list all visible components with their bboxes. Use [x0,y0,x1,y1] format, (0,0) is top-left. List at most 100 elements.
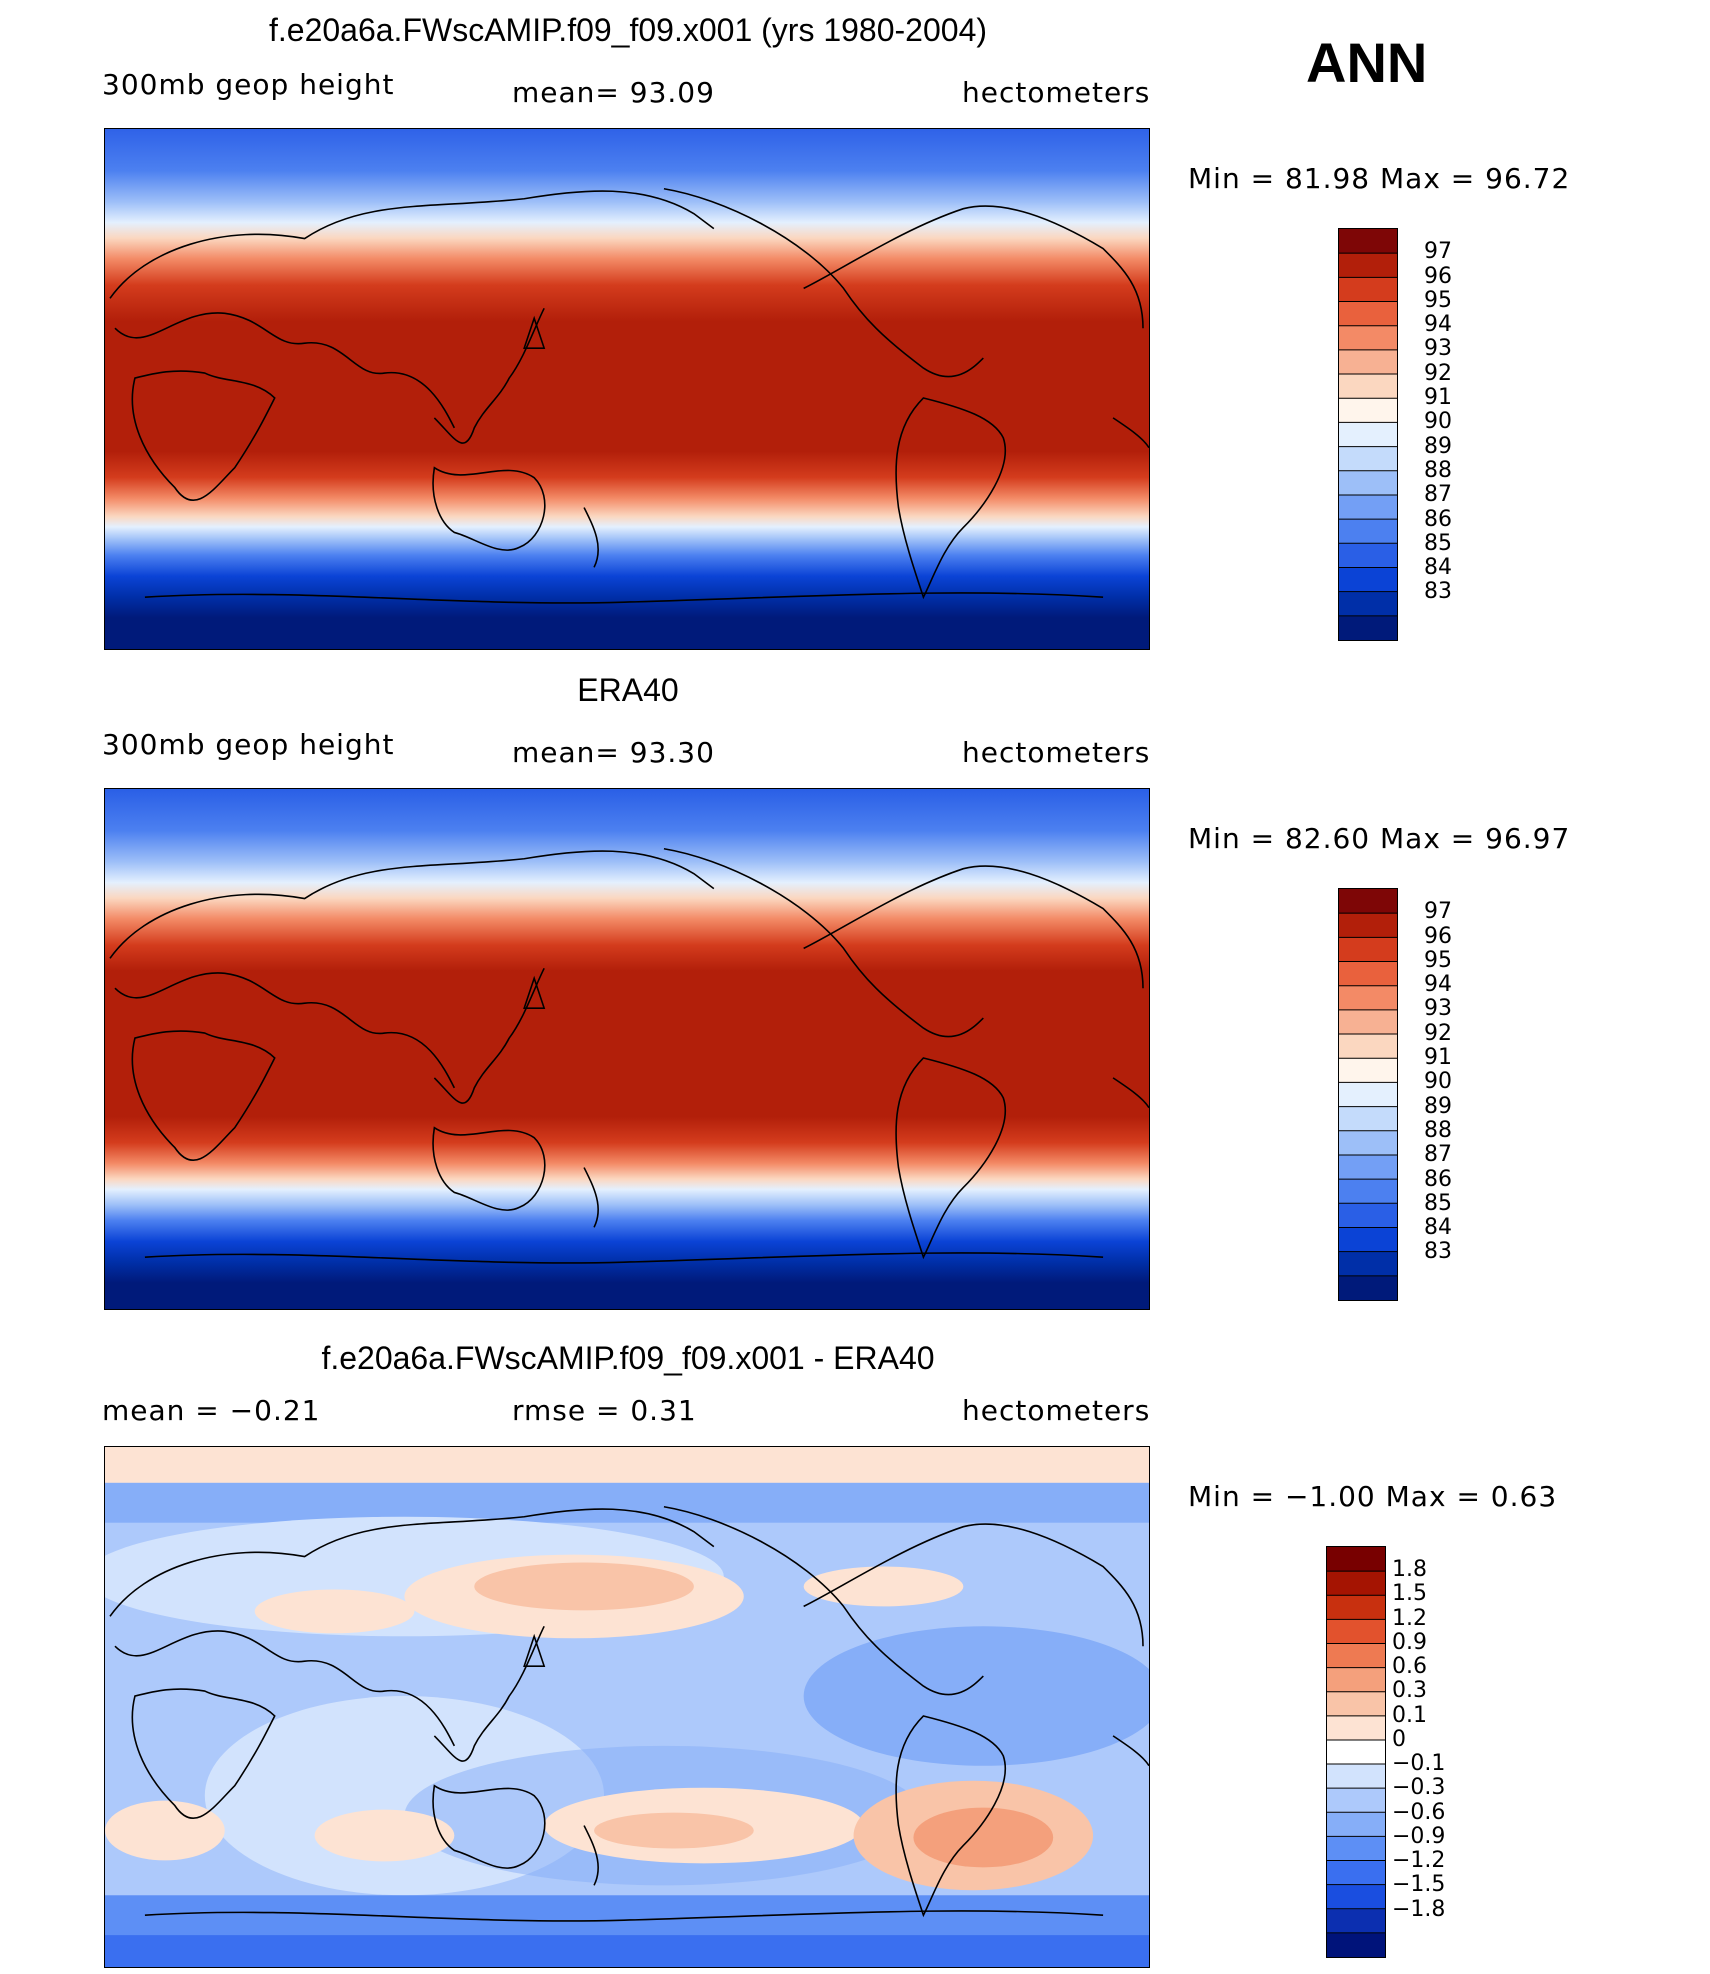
colorbar-swatch [1327,1788,1385,1813]
colorbar-swatch [1327,1884,1385,1910]
colorbar-tick-label: 0 [1392,1726,1406,1752]
panel-2-title: ERA40 [577,672,679,708]
panel-3-map [104,1446,1150,1968]
colorbar-swatch [1327,1715,1385,1741]
colorbar-swatch [1339,985,1397,1011]
colorbar-swatch [1327,1908,1385,1934]
colorbar-tick-label: 95 [1424,947,1452,973]
colorbar-tick-label: −1.8 [1392,1896,1446,1922]
colorbar-swatch [1327,1547,1385,1572]
panel-1-colorbar [1338,228,1398,641]
colorbar-tick-label: 1.2 [1392,1605,1427,1631]
colorbar-swatch [1339,913,1397,938]
season-label: ANN [1306,31,1428,94]
colorbar-swatch [1339,519,1397,544]
colorbar-swatch [1327,1836,1385,1862]
colorbar-tick-label: 97 [1424,899,1452,925]
panel-2-colorbar [1338,888,1398,1301]
colorbar-swatch [1327,1667,1385,1693]
panel-2-mean-label: mean= 93.30 [512,736,715,769]
colorbar-tick-label: 94 [1424,972,1452,998]
colorbar-swatch [1339,470,1397,496]
colorbar-tick-label: 0.3 [1392,1678,1427,1704]
colorbar-tick-label: 86 [1424,1166,1452,1192]
colorbar-swatch [1327,1812,1385,1837]
colorbar-swatch [1339,1251,1397,1277]
colorbar-swatch [1339,1034,1397,1059]
colorbar-swatch [1339,349,1397,375]
colorbar-swatch [1327,1571,1385,1596]
colorbar-swatch [1339,961,1397,987]
colorbar-tick-label: −1.5 [1392,1872,1446,1898]
colorbar-swatch [1339,591,1397,617]
colorbar-swatch [1327,1932,1385,1957]
colorbar-tick-label: 84 [1424,1215,1452,1241]
colorbar-tick-label: 83 [1424,1239,1452,1265]
colorbar-swatch [1327,1643,1385,1669]
colorbar-swatch [1339,253,1397,278]
colorbar-tick-label: 86 [1424,506,1452,532]
panel-2-coastlines [109,847,1149,1264]
panel-1-map [104,128,1150,650]
colorbar-tick-label: 92 [1424,360,1452,386]
colorbar-swatch [1339,543,1397,568]
panel-3-colorbar [1326,1546,1386,1958]
panel-3-minmax: Min = −1.00 Max = 0.63 [1188,1480,1558,1513]
colorbar-tick-label: 87 [1424,1142,1452,1168]
panel-3-title: f.e20a6a.FWscAMIP.f09_f09.x001 - ERA40 [321,1340,935,1376]
colorbar-tick-label: 0.1 [1392,1702,1427,1728]
colorbar-tick-label: 94 [1424,312,1452,338]
colorbar-swatch [1339,937,1397,963]
colorbar-swatch [1327,1619,1385,1644]
colorbar-tick-label: 91 [1424,385,1452,411]
colorbar-tick-label: 0.9 [1392,1629,1427,1655]
colorbar-swatch [1339,494,1397,520]
colorbar-swatch [1327,1860,1385,1886]
colorbar-tick-label: 1.5 [1392,1581,1427,1607]
colorbar-swatch [1339,1058,1397,1083]
colorbar-swatch [1339,398,1397,423]
colorbar-tick-label: 84 [1424,555,1452,581]
panel-2-variable-label: 300mb geop height [102,728,395,761]
panel-3-rmse-label: rmse = 0.31 [512,1394,697,1427]
colorbar-swatch [1339,1082,1397,1108]
panel-1-coastlines [109,187,1149,604]
panel-1-title: f.e20a6a.FWscAMIP.f09_f09.x001 (yrs 1980… [268,12,988,48]
colorbar-tick-label: 88 [1424,1117,1452,1143]
colorbar-swatch [1339,229,1397,254]
colorbar-tick-label: 89 [1424,1093,1452,1119]
colorbar-swatch [1339,1203,1397,1228]
panel-3-units-label: hectometers [962,1394,1151,1427]
colorbar-tick-label: 1.8 [1392,1557,1427,1583]
colorbar-tick-label: 92 [1424,1020,1452,1046]
colorbar-swatch [1339,615,1397,640]
panel-2-map [104,788,1150,1310]
colorbar-tick-label: 96 [1424,923,1452,949]
colorbar-tick-label: −0.6 [1392,1799,1446,1825]
panel-1-minmax: Min = 81.98 Max = 96.72 [1188,162,1571,195]
colorbar-tick-label: −0.1 [1392,1751,1446,1777]
colorbar-swatch [1339,1275,1397,1300]
colorbar-swatch [1339,422,1397,448]
colorbar-tick-label: 0.6 [1392,1654,1427,1680]
colorbar-tick-label: 93 [1424,336,1452,362]
colorbar-tick-label: 91 [1424,1045,1452,1071]
colorbar-tick-label: 90 [1424,1069,1452,1095]
colorbar-tick-label: 90 [1424,409,1452,435]
colorbar-swatch [1339,1130,1397,1156]
panel-3-mean-label: mean = −0.21 [102,1394,321,1427]
panel-2-units-label: hectometers [962,736,1151,769]
colorbar-tick-label: 85 [1424,1190,1452,1216]
colorbar-tick-label: 95 [1424,287,1452,313]
colorbar-tick-label: −0.9 [1392,1823,1446,1849]
colorbar-swatch [1339,277,1397,303]
panel-3-coastlines [109,1505,1149,1922]
colorbar-swatch [1327,1764,1385,1789]
colorbar-tick-label: 87 [1424,482,1452,508]
colorbar-swatch [1339,325,1397,351]
colorbar-swatch [1339,301,1397,327]
colorbar-swatch [1339,446,1397,472]
colorbar-tick-label: 83 [1424,579,1452,605]
colorbar-swatch [1339,889,1397,914]
colorbar-swatch [1339,1106,1397,1132]
